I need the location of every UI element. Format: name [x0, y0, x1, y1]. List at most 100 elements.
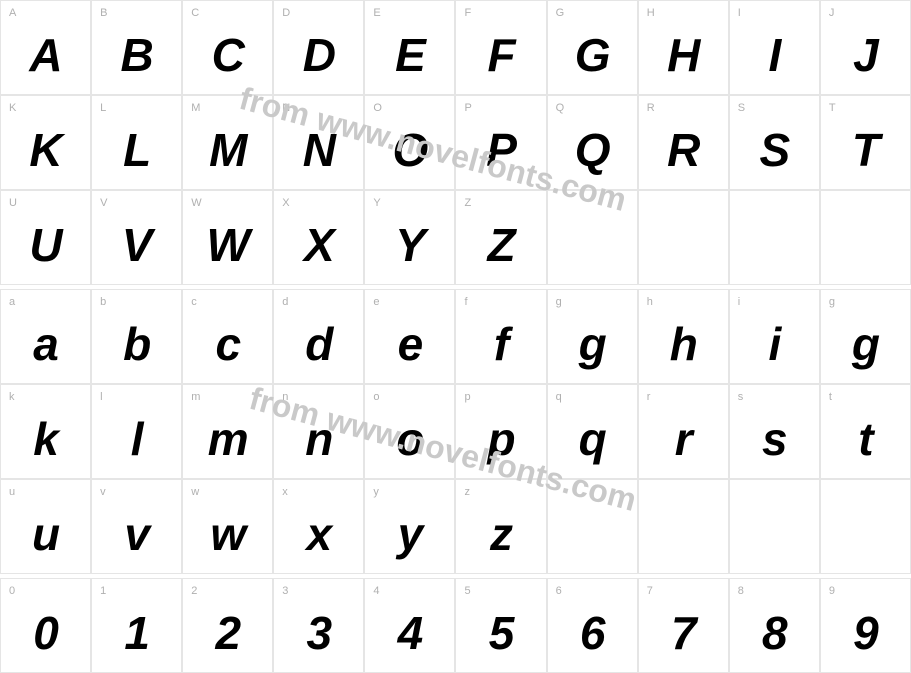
glyph-cell-label: s: [738, 391, 744, 403]
glyph-cell-label: m: [191, 391, 200, 403]
glyph-row: kkllmmnnooppqqrrsstt: [0, 384, 911, 479]
glyph-cell: gg: [820, 289, 911, 384]
glyph-cell-label: c: [191, 296, 197, 308]
glyph-cell-label: e: [373, 296, 379, 308]
glyph: B: [92, 28, 181, 82]
glyph-cell: NN: [273, 95, 364, 190]
glyph-cell-label: X: [282, 197, 289, 209]
glyph: O: [365, 123, 454, 177]
glyph: 1: [92, 606, 181, 660]
glyph-cell-label: 3: [282, 585, 288, 597]
glyph-cell: [729, 479, 820, 574]
glyph: X: [274, 218, 363, 272]
glyph: H: [639, 28, 728, 82]
section-digits: 00112233445566778899: [0, 578, 911, 673]
glyph-cell-label: Y: [373, 197, 380, 209]
glyph: n: [274, 412, 363, 466]
glyph-cell-label: h: [647, 296, 653, 308]
glyph: x: [274, 507, 363, 561]
glyph-cell: [820, 190, 911, 285]
glyph-cell-label: x: [282, 486, 288, 498]
glyph: 4: [365, 606, 454, 660]
glyph: p: [456, 412, 545, 466]
glyph: f: [456, 317, 545, 371]
glyph: h: [639, 317, 728, 371]
glyph-row: uuvvwwxxyyzz: [0, 479, 911, 574]
glyph-cell-label: E: [373, 7, 380, 19]
glyph-cell: aa: [0, 289, 91, 384]
glyph: 8: [730, 606, 819, 660]
glyph-cell: [638, 479, 729, 574]
glyph-cell: qq: [547, 384, 638, 479]
glyph: c: [183, 317, 272, 371]
glyph-cell-label: O: [373, 102, 382, 114]
glyph: C: [183, 28, 272, 82]
glyph-cell-label: 6: [556, 585, 562, 597]
glyph: 5: [456, 606, 545, 660]
glyph: T: [821, 123, 910, 177]
glyph: w: [183, 507, 272, 561]
glyph: r: [639, 412, 728, 466]
glyph-cell: 33: [273, 578, 364, 673]
glyph: t: [821, 412, 910, 466]
glyph-cell-label: A: [9, 7, 16, 19]
glyph-cell: ii: [729, 289, 820, 384]
glyph-cell: II: [729, 0, 820, 95]
glyph-cell-label: I: [738, 7, 741, 19]
glyph-cell-label: M: [191, 102, 200, 114]
glyph: 2: [183, 606, 272, 660]
glyph-cell-label: R: [647, 102, 655, 114]
glyph-cell-label: y: [373, 486, 379, 498]
glyph-cell-label: g: [829, 296, 835, 308]
glyph-cell-label: L: [100, 102, 106, 114]
glyph-cell: gg: [547, 289, 638, 384]
glyph-cell: QQ: [547, 95, 638, 190]
glyph-cell-label: 4: [373, 585, 379, 597]
glyph-cell-label: l: [100, 391, 102, 403]
glyph: W: [183, 218, 272, 272]
glyph-cell: [638, 190, 729, 285]
glyph-cell-label: F: [464, 7, 471, 19]
glyph: D: [274, 28, 363, 82]
glyph-cell: [547, 190, 638, 285]
glyph-cell-label: n: [282, 391, 288, 403]
glyph-cell-label: i: [738, 296, 740, 308]
glyph-cell: LL: [91, 95, 182, 190]
glyph: G: [548, 28, 637, 82]
glyph-cell: [820, 479, 911, 574]
glyph-row: AABBCCDDEEFFGGHHIIJJ: [0, 0, 911, 95]
glyph-cell: KK: [0, 95, 91, 190]
glyph-cell: UU: [0, 190, 91, 285]
glyph-cell: 99: [820, 578, 911, 673]
glyph: F: [456, 28, 545, 82]
glyph-cell: 22: [182, 578, 273, 673]
glyph-cell-label: K: [9, 102, 16, 114]
glyph: A: [1, 28, 90, 82]
glyph-cell: oo: [364, 384, 455, 479]
glyph: g: [548, 317, 637, 371]
glyph: m: [183, 412, 272, 466]
glyph: P: [456, 123, 545, 177]
glyph: K: [1, 123, 90, 177]
glyph-cell: dd: [273, 289, 364, 384]
glyph: 0: [1, 606, 90, 660]
glyph: J: [821, 28, 910, 82]
glyph-cell-label: C: [191, 7, 199, 19]
glyph-cell: DD: [273, 0, 364, 95]
glyph-cell: VV: [91, 190, 182, 285]
font-character-map: AABBCCDDEEFFGGHHIIJJKKLLMMNNOOPPQQRRSSTT…: [0, 0, 911, 673]
glyph-cell: ss: [729, 384, 820, 479]
glyph: u: [1, 507, 90, 561]
glyph: R: [639, 123, 728, 177]
glyph-cell: ZZ: [455, 190, 546, 285]
glyph-cell: 11: [91, 578, 182, 673]
glyph: z: [456, 507, 545, 561]
glyph-cell: bb: [91, 289, 182, 384]
glyph-cell-label: U: [9, 197, 17, 209]
glyph-cell: BB: [91, 0, 182, 95]
glyph: 7: [639, 606, 728, 660]
glyph: Z: [456, 218, 545, 272]
glyph-cell-label: Z: [464, 197, 471, 209]
glyph-cell: zz: [455, 479, 546, 574]
glyph: Y: [365, 218, 454, 272]
